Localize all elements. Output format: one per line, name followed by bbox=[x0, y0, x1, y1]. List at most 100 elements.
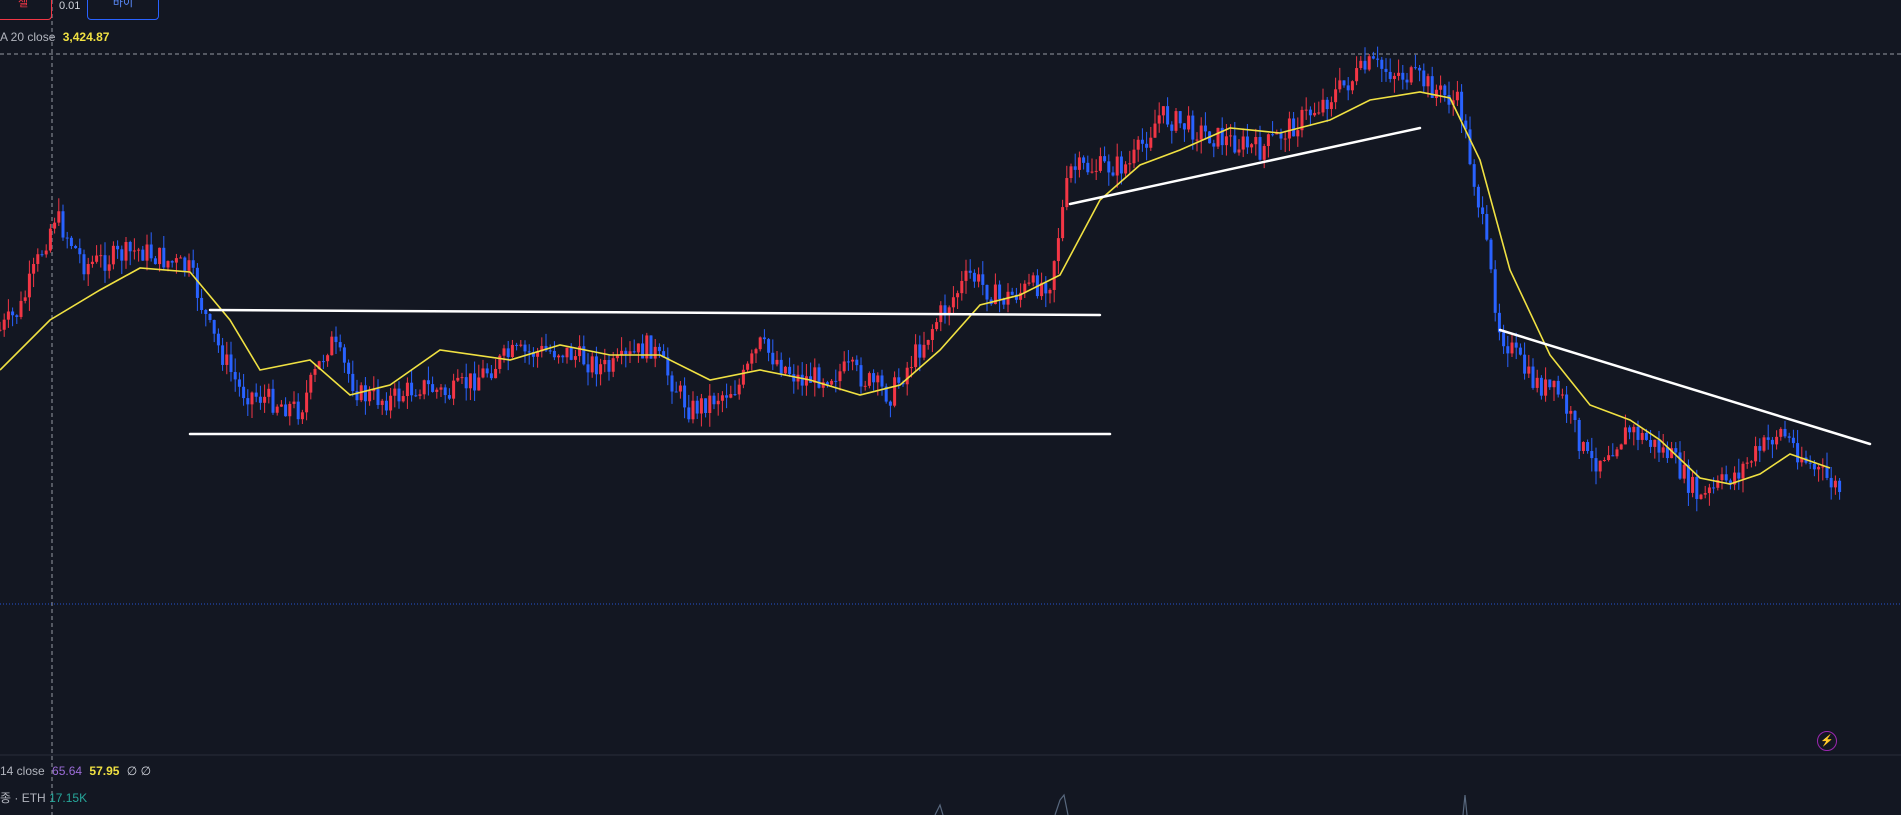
candle-body bbox=[876, 375, 880, 383]
rsi-value: 65.64 bbox=[52, 764, 83, 778]
candle-body bbox=[1544, 379, 1548, 396]
candle-body bbox=[1182, 123, 1186, 130]
candle-body bbox=[1443, 85, 1447, 96]
candle-body bbox=[225, 354, 229, 365]
candle-body bbox=[1657, 439, 1661, 453]
candle-body bbox=[1628, 427, 1632, 433]
candle-body bbox=[565, 347, 569, 358]
candle-body bbox=[410, 382, 414, 396]
candle-body bbox=[53, 222, 57, 229]
candle-body bbox=[19, 300, 23, 317]
trendline-falling-resistance[interactable] bbox=[1498, 328, 1872, 446]
candle-body bbox=[477, 377, 481, 391]
candle-body bbox=[321, 361, 325, 363]
candle-body bbox=[1800, 457, 1804, 463]
candle-body bbox=[859, 365, 863, 387]
candle-body bbox=[540, 345, 544, 352]
candle-body bbox=[1233, 135, 1237, 153]
candle-body bbox=[1598, 460, 1602, 472]
candle-body bbox=[498, 355, 502, 369]
candle-body bbox=[1342, 80, 1346, 86]
candle-body bbox=[1649, 439, 1653, 447]
volume-legend[interactable]: 종 · ETH 17.15K bbox=[0, 789, 87, 806]
candle-body bbox=[414, 395, 418, 397]
candle-body bbox=[956, 293, 960, 298]
candle-body bbox=[720, 395, 724, 401]
buy-button[interactable]: 바이 bbox=[87, 0, 159, 20]
candle-body bbox=[1124, 164, 1128, 174]
candle-body bbox=[204, 310, 208, 315]
rsi-legend[interactable]: 14 close 65.64 57.95 ∅ ∅ bbox=[0, 764, 151, 778]
candle-body bbox=[1019, 292, 1023, 300]
candle-body bbox=[141, 249, 145, 261]
candle-body bbox=[103, 255, 107, 271]
candle-body bbox=[708, 395, 712, 413]
candle-body bbox=[985, 284, 989, 300]
candle-body bbox=[1271, 134, 1275, 136]
candle-body bbox=[200, 297, 204, 311]
candle-body bbox=[1338, 80, 1342, 90]
candle-body bbox=[830, 380, 834, 385]
candle-body bbox=[2, 319, 6, 330]
candle-body bbox=[1497, 312, 1501, 333]
candle-body bbox=[376, 389, 380, 405]
candle-body bbox=[1518, 347, 1522, 355]
candle-body bbox=[271, 388, 275, 413]
candle-body bbox=[1565, 394, 1569, 414]
candle-body bbox=[552, 350, 556, 358]
candle-body bbox=[1145, 143, 1149, 148]
candle-body bbox=[1241, 136, 1245, 150]
trendline-rising-support[interactable] bbox=[1068, 126, 1422, 206]
sell-button[interactable]: 셀 bbox=[0, 0, 52, 20]
candle-body bbox=[1229, 135, 1233, 137]
candle-body bbox=[943, 305, 947, 314]
candle-body bbox=[330, 336, 334, 356]
candle-body bbox=[489, 373, 493, 379]
candle-body bbox=[737, 384, 741, 395]
candle-body bbox=[1770, 439, 1774, 445]
candle-body bbox=[1745, 462, 1749, 464]
candle-body bbox=[1086, 162, 1090, 173]
candle-body bbox=[338, 342, 342, 348]
candle-body bbox=[1724, 474, 1728, 481]
candle-body bbox=[1678, 452, 1682, 479]
candle-body bbox=[1728, 480, 1732, 485]
candle-body bbox=[599, 364, 603, 375]
candle-body bbox=[1775, 436, 1779, 445]
candle-body bbox=[733, 394, 737, 396]
candle-body bbox=[888, 401, 892, 406]
candle-body bbox=[300, 412, 304, 420]
candle-body bbox=[368, 391, 372, 402]
candle-body bbox=[624, 350, 628, 355]
candle-body bbox=[771, 352, 775, 365]
candle-body bbox=[1166, 106, 1170, 125]
candle-body bbox=[968, 270, 972, 273]
candle-body bbox=[1048, 289, 1052, 294]
candle-body bbox=[569, 347, 573, 360]
candle-body bbox=[1611, 455, 1615, 457]
candle-body bbox=[792, 374, 796, 382]
rsi-legend-label: 14 close bbox=[0, 764, 45, 778]
lightning-icon[interactable]: ⚡ bbox=[1817, 731, 1837, 751]
candle-body bbox=[435, 389, 439, 392]
candle-body bbox=[1094, 170, 1098, 172]
candle-body bbox=[1829, 477, 1833, 488]
candle-body bbox=[1661, 447, 1665, 453]
candle-body bbox=[65, 237, 69, 239]
candle-body bbox=[510, 344, 514, 357]
candle-body bbox=[326, 355, 330, 362]
candle-body bbox=[57, 211, 61, 223]
candle-body bbox=[1686, 464, 1690, 493]
candle-body bbox=[334, 336, 338, 343]
candle-body bbox=[645, 335, 649, 359]
trendline-range-top[interactable] bbox=[208, 308, 1102, 317]
candle-body bbox=[372, 389, 376, 392]
candle-body bbox=[1111, 172, 1115, 176]
ma-legend[interactable]: A 20 close 3,424.87 bbox=[0, 30, 109, 44]
candle-body bbox=[863, 385, 867, 387]
candle-body bbox=[149, 244, 153, 259]
candle-body bbox=[901, 382, 905, 385]
candle-body bbox=[1476, 186, 1480, 208]
candle-body bbox=[1010, 291, 1014, 295]
